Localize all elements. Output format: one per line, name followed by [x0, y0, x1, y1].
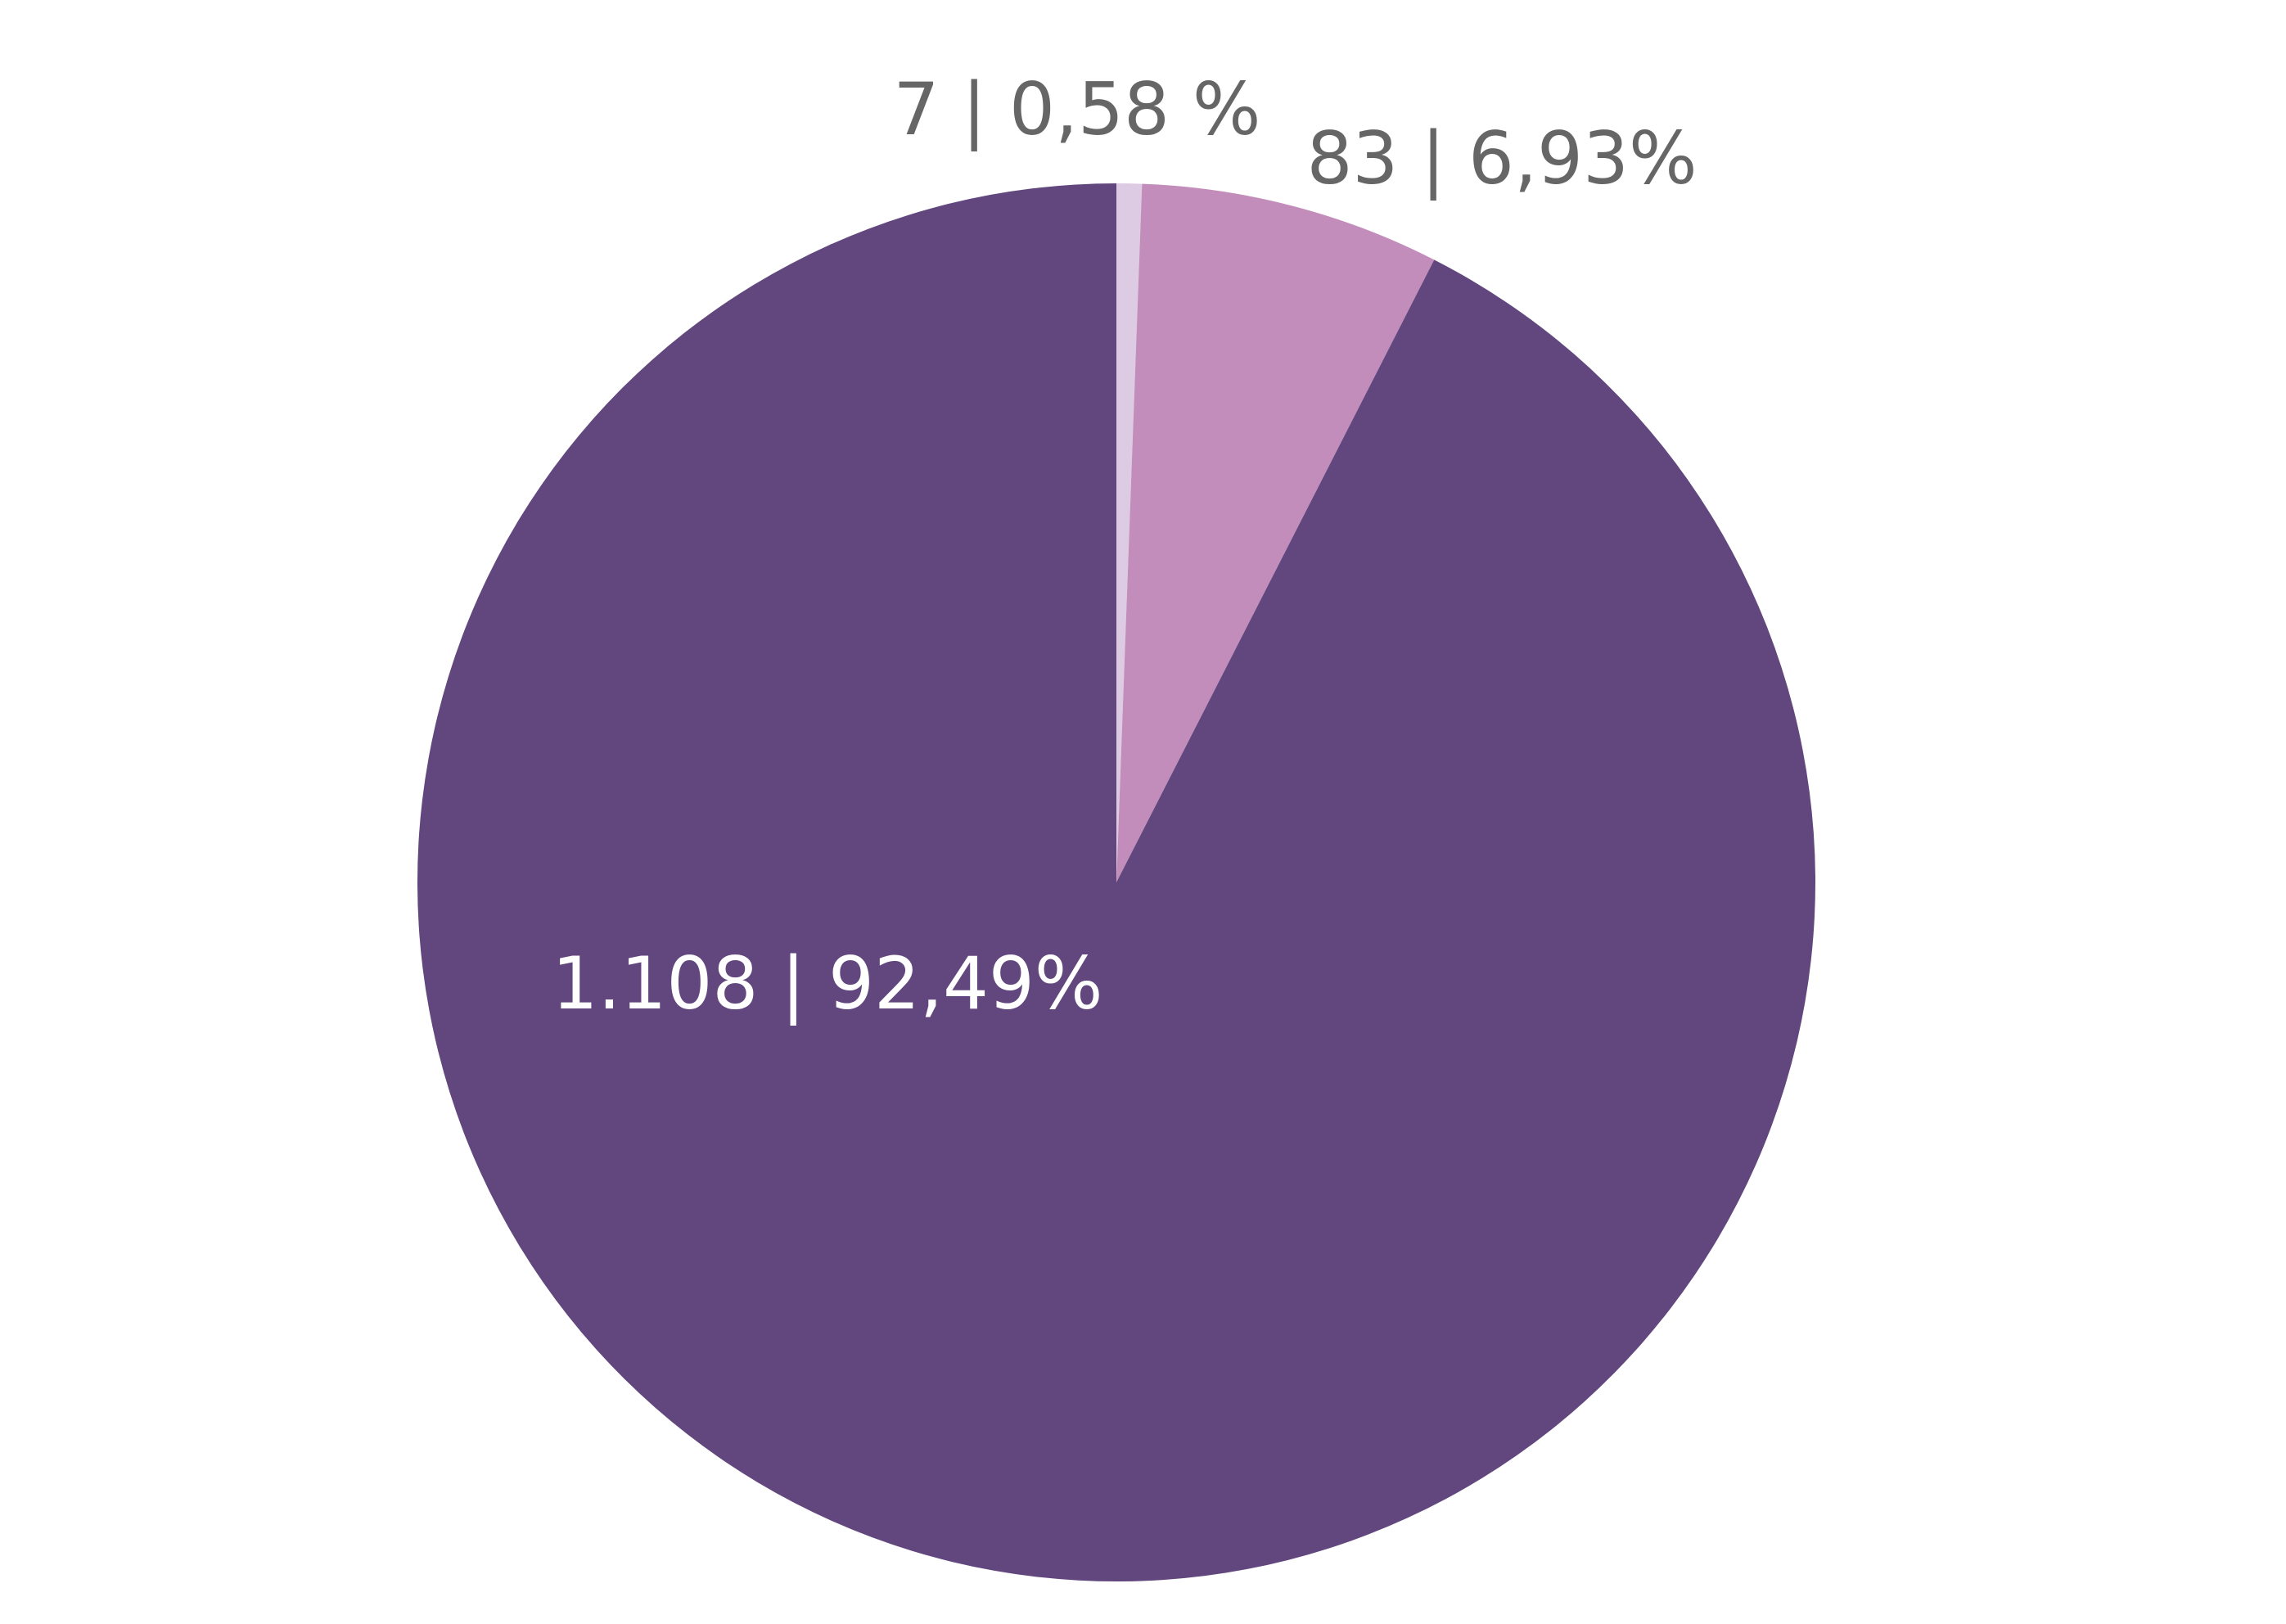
data-label: 7 | 0,58 %: [893, 67, 1260, 152]
pie-slice: [1116, 183, 1435, 883]
pie-slice: [1116, 183, 1143, 882]
data-label: 83 | 6,93%: [1306, 116, 1697, 201]
data-label: 1.108 | 92,49%: [552, 941, 1102, 1026]
pie-slice: [417, 183, 1815, 1581]
